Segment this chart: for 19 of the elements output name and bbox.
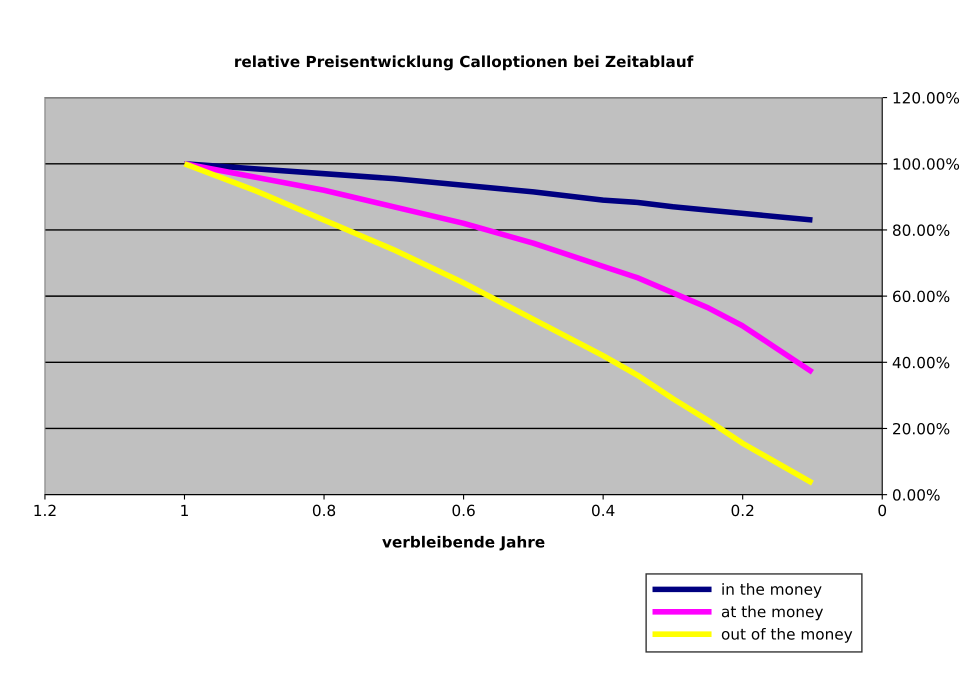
x-tick-label: 0 [878,504,886,516]
y-tick-label: 80.00% [892,224,950,236]
x-tick-label: 0.2 [732,504,754,516]
y-tick-label: 60.00% [893,290,950,302]
x-tick-label: 0.6 [452,504,475,516]
x-tick-label: 1 [181,504,188,516]
y-tick-label: 120.00% [894,92,960,104]
y-tick-label: 20.00% [893,422,950,434]
x-tick-label: 0.8 [312,504,336,516]
legend-label: out of the money [722,628,852,643]
y-tick-label: 100.00% [894,158,960,170]
x-axis-title: verbleibende Jahre [382,536,544,550]
x-tick-label: 0.4 [592,504,614,516]
legend-label: in the money [722,583,822,598]
chart-title: relative Preisentwicklung Calloptionen bei Zeitablauf [235,55,694,70]
legend-label: at the money [722,606,824,620]
y-tick-label: 40.00% [892,356,950,368]
x-tick-label: 1.2 [34,504,56,516]
y-tick-label: 0.00% [892,489,940,501]
